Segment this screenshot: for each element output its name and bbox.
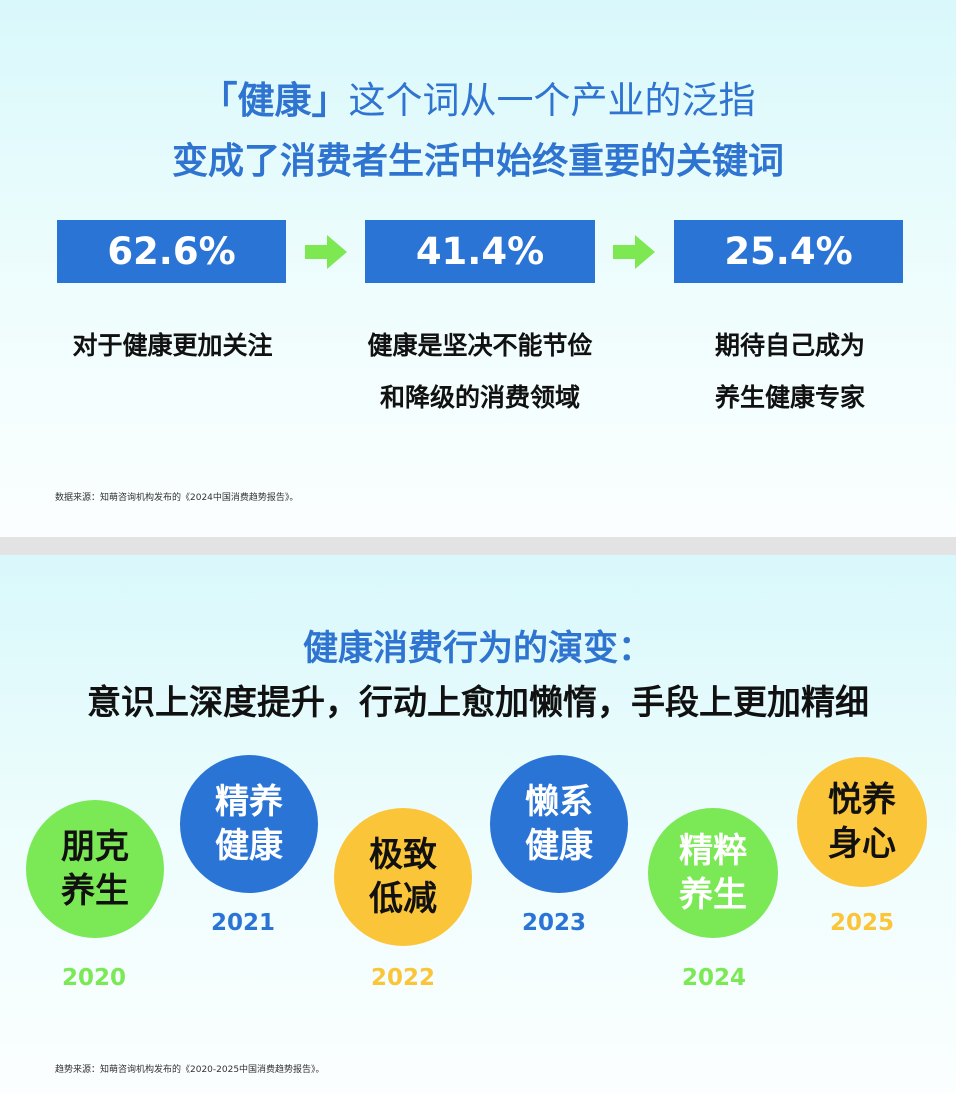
bubble-line: 身心 bbox=[828, 824, 896, 864]
bubble-line: 极致 bbox=[369, 835, 437, 875]
slide1-title-line1: 「健康」这个词从一个产业的泛指 bbox=[0, 70, 956, 124]
timeline-year-2021: 2021 bbox=[210, 910, 275, 936]
bubble-line: 健康 bbox=[525, 826, 593, 866]
data-source-note: 数据来源：知萌咨询机构发布的《2024中国消费趋势报告》。 bbox=[55, 493, 299, 503]
timeline-bubble-2023: 懒系 健康 bbox=[490, 755, 628, 893]
stat-box-3: 25.4% bbox=[674, 220, 903, 283]
bubble-line: 精粹 bbox=[679, 831, 747, 871]
stat-box-2: 41.4% bbox=[365, 220, 595, 283]
timeline-year-2020: 2020 bbox=[61, 965, 126, 991]
stat-desc-line: 养生健康专家 bbox=[714, 383, 865, 412]
bubble-line: 低减 bbox=[369, 879, 437, 919]
stat-desc-line: 期待自己成为 bbox=[714, 331, 865, 360]
bubble-line: 悦养 bbox=[828, 780, 896, 820]
timeline-bubble-2020: 朋克 养生 bbox=[26, 800, 164, 938]
stat-desc-1: 对于健康更加关注 bbox=[40, 320, 305, 372]
timeline-year-2024: 2024 bbox=[681, 965, 746, 991]
slide2-title-line1: 健康消费行为的演变： bbox=[302, 629, 653, 669]
slide1-title-line2: 变成了消费者生活中始终重要的关键词 bbox=[171, 141, 784, 182]
slide-health-keyword: 「健康」这个词从一个产业的泛指 变成了消费者生活中始终重要的关键词 62.6% … bbox=[0, 0, 956, 537]
trend-source-note: 趋势来源：知萌咨询机构发布的《2020-2025中国消费趋势报告》。 bbox=[55, 1065, 325, 1075]
slide2-title-line2: 意识上深度提升，行动上愈加懒惰，手段上更加精细 bbox=[87, 683, 869, 723]
timeline-year-2022: 2022 bbox=[370, 965, 435, 991]
slide-health-evolution: 健康消费行为的演变： 意识上深度提升，行动上愈加懒惰，手段上更加精细 朋克 养生… bbox=[0, 555, 956, 1093]
stat-box-1: 62.6% bbox=[57, 220, 286, 283]
stat-desc-line: 健康是坚决不能节俭 bbox=[367, 331, 593, 360]
timeline-bubble-2022: 极致 低减 bbox=[334, 808, 472, 946]
bubble-line: 精养 bbox=[215, 782, 283, 822]
bubble-line: 朋克 bbox=[61, 827, 129, 867]
bubble-line: 懒系 bbox=[525, 782, 593, 822]
stat-desc-line: 对于健康更加关注 bbox=[72, 331, 273, 360]
stat-desc-3: 期待自己成为 养生健康专家 bbox=[660, 320, 920, 424]
stat-desc-2: 健康是坚决不能节俭 和降级的消费领域 bbox=[330, 320, 630, 424]
timeline-year-2023: 2023 bbox=[521, 910, 586, 936]
timeline-year-2025: 2025 bbox=[829, 910, 894, 936]
timeline-bubble-2021: 精养 健康 bbox=[180, 755, 318, 893]
stat-desc-line: 和降级的消费领域 bbox=[379, 383, 580, 412]
right-arrow-icon bbox=[305, 235, 347, 269]
title-rest: 这个词从一个产业的泛指 bbox=[348, 79, 756, 122]
bubble-line: 养生 bbox=[61, 871, 129, 911]
bubble-line: 养生 bbox=[679, 875, 747, 915]
right-arrow-icon bbox=[613, 235, 655, 269]
timeline-bubble-2024: 精粹 养生 bbox=[648, 808, 778, 938]
timeline-bubble-2025: 悦养 身心 bbox=[797, 757, 927, 887]
title-accent: 「健康」 bbox=[200, 79, 349, 122]
bubble-line: 健康 bbox=[215, 826, 283, 866]
